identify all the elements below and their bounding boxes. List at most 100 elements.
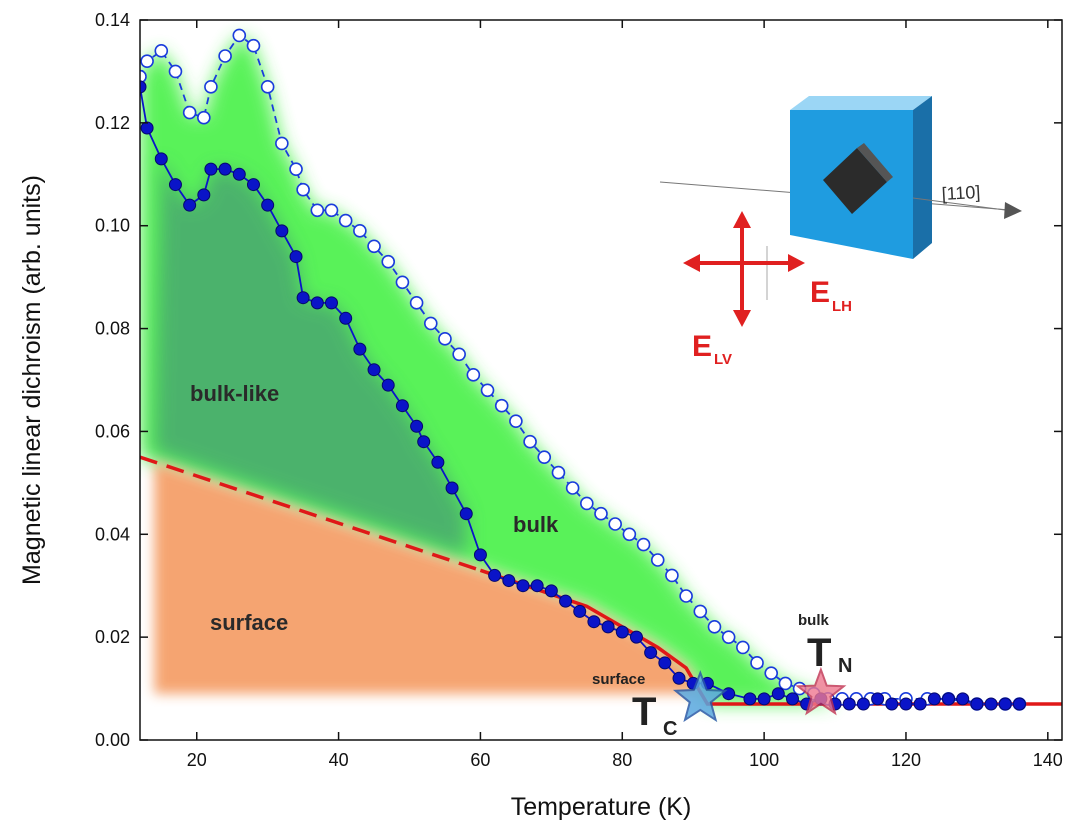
filled-series-point: [722, 687, 736, 701]
filled-series-point: [339, 311, 353, 325]
bulk-label: bulk: [513, 512, 559, 537]
open-series-point: [608, 517, 622, 531]
filled-series-point: [410, 419, 424, 433]
e-lh-arrow-right-head: [788, 254, 805, 272]
filled-series-point: [473, 548, 487, 562]
open-series-point: [168, 64, 183, 79]
filled-series-point: [140, 121, 154, 135]
open-series-point: [409, 296, 424, 310]
e-lv-arrow-bottom-head: [733, 310, 751, 327]
filled-series-point: [629, 630, 643, 644]
filled-series-point: [658, 656, 672, 670]
filled-series-point: [353, 342, 367, 356]
open-series-point: [778, 676, 793, 691]
filled-series-point: [218, 162, 232, 176]
e-lv-sub: LV: [714, 351, 732, 368]
surface-extrapolation-dashed-line: [140, 455, 481, 572]
e-lh-sub: LH: [832, 298, 852, 315]
open-series-point: [466, 368, 481, 382]
filled-series-point: [275, 224, 289, 238]
filled-series-point: [984, 697, 998, 711]
tn-sub: N: [838, 655, 852, 677]
open-series-point: [693, 604, 708, 619]
filled-series-point: [601, 620, 615, 634]
filled-series-point: [516, 579, 530, 593]
open-series-point: [679, 589, 693, 603]
x-tick-label: 120: [891, 750, 921, 770]
filled-series-point: [417, 435, 431, 449]
beam-axis-exit: [912, 197, 1006, 211]
filled-series-point: [942, 692, 956, 706]
filled-series-point: [289, 250, 303, 264]
x-tick-label: 40: [329, 750, 349, 770]
e-lh-main: E: [810, 276, 830, 309]
filled-series-point: [856, 697, 870, 711]
crystal-diamond-front: [823, 148, 887, 214]
filled-series-point: [488, 568, 502, 582]
open-series-point: [537, 450, 552, 464]
tc-sub: C: [663, 718, 677, 740]
filled-series-point: [927, 692, 941, 706]
filled-series-point: [544, 584, 558, 598]
open-series-point: [367, 239, 381, 254]
y-tick-label: 0.10: [95, 216, 130, 236]
plot-area: [140, 28, 1062, 723]
open-series-point: [310, 203, 325, 218]
tc-main: T: [632, 690, 656, 734]
filled-series-point: [757, 692, 771, 706]
filled-series-point: [502, 574, 516, 588]
open-series-point: [353, 224, 367, 238]
y-tick-label: 0.02: [95, 627, 130, 647]
filled-series-point: [445, 481, 459, 495]
e-lv-main: E: [692, 330, 712, 363]
direction-arrow-head: [1004, 202, 1022, 219]
open-series-point: [395, 275, 410, 290]
open-series-point: [260, 80, 275, 94]
filled-series-point: [395, 399, 409, 413]
e-lh-arrow-left-head: [683, 254, 700, 272]
x-tick-label: 140: [1033, 750, 1063, 770]
y-tick-label: 0.04: [95, 524, 130, 544]
y-axis-title: Magnetic linear dichroism (arb. units): [18, 175, 46, 585]
filled-series-point: [842, 697, 856, 711]
x-axis-ticks: 20 40 60 80 100 120 140: [187, 20, 1063, 770]
surface-label: surface: [210, 610, 288, 635]
filled-series-point: [885, 697, 899, 711]
tn-main: T: [807, 631, 831, 675]
filled-series-point: [587, 615, 601, 629]
filled-series-point: [559, 594, 573, 608]
open-series-point: [721, 630, 736, 644]
filled-series-point: [324, 296, 338, 310]
x-tick-label: 100: [749, 750, 779, 770]
open-series-point: [736, 640, 750, 655]
direction-label: [110]: [941, 182, 981, 204]
tc-star-marker: [672, 670, 728, 723]
filled-series-point: [672, 671, 686, 685]
open-series-point: [594, 506, 608, 521]
filled-series-point: [743, 692, 757, 706]
tn-star-marker: [795, 666, 847, 716]
filled-series-point: [204, 162, 218, 176]
geometry-inset: [110] E LH E LV: [659, 96, 1022, 368]
filled-series-point: [956, 692, 970, 706]
open-series-point: [650, 553, 665, 567]
y-tick-label: 0.00: [95, 730, 130, 750]
open-series-point: [494, 398, 509, 413]
bulk-like-label: bulk-like: [190, 381, 279, 406]
open-series-point: [622, 527, 637, 542]
filled-series-point: [771, 687, 785, 701]
y-tick-label: 0.14: [95, 10, 130, 30]
x-tick-label: 80: [612, 750, 632, 770]
open-series-point: [438, 332, 452, 346]
open-series-point: [140, 69, 147, 84]
filled-series-point: [154, 152, 168, 166]
y-tick-label: 0.12: [95, 113, 130, 133]
filled-series-point: [310, 296, 324, 310]
open-series-point: [565, 481, 580, 495]
open-series-point: [197, 110, 211, 125]
open-series-point: [218, 49, 232, 63]
open-series-point: [232, 28, 247, 43]
filled-series-point: [459, 507, 473, 521]
filled-series-point: [970, 697, 984, 711]
